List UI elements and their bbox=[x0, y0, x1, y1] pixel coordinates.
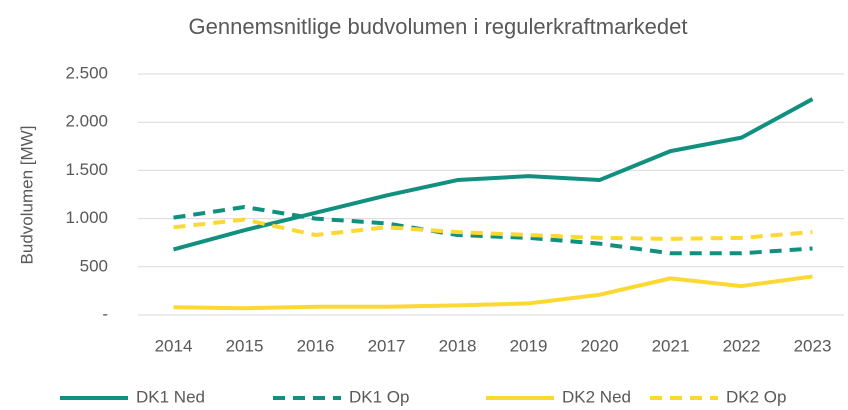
legend-label: DK2 Op bbox=[726, 387, 786, 406]
legend-label: DK1 Ned bbox=[136, 387, 205, 406]
series-line bbox=[173, 217, 813, 241]
x-tick-label: 2022 bbox=[723, 336, 761, 355]
y-tick-label: - bbox=[102, 304, 108, 323]
y-tick-label: 2.500 bbox=[65, 63, 108, 82]
x-tick-label: 2021 bbox=[652, 336, 690, 355]
x-tick-label: 2019 bbox=[510, 336, 548, 355]
x-tick-label: 2016 bbox=[297, 336, 335, 355]
x-tick-label: 2023 bbox=[794, 336, 832, 355]
series-line bbox=[172, 97, 814, 252]
series-line bbox=[173, 205, 813, 256]
series-line bbox=[173, 274, 813, 311]
y-axis-label: Budvolumen [MW] bbox=[17, 126, 36, 265]
legend-label: DK1 Op bbox=[349, 387, 409, 406]
y-tick-label: 500 bbox=[80, 256, 108, 275]
x-tick-label: 2017 bbox=[368, 336, 406, 355]
y-tick-label: 2.000 bbox=[65, 112, 108, 131]
y-tick-label: 1.000 bbox=[65, 208, 108, 227]
x-tick-label: 2015 bbox=[226, 336, 264, 355]
x-tick-label: 2020 bbox=[581, 336, 619, 355]
chart-title: Gennemsnitlige budvolumen i regulerkraft… bbox=[189, 14, 688, 39]
legend-label: DK2 Ned bbox=[562, 387, 631, 406]
x-tick-label: 2018 bbox=[439, 336, 477, 355]
x-tick-label: 2014 bbox=[155, 336, 193, 355]
y-tick-label: 1.500 bbox=[65, 160, 108, 179]
